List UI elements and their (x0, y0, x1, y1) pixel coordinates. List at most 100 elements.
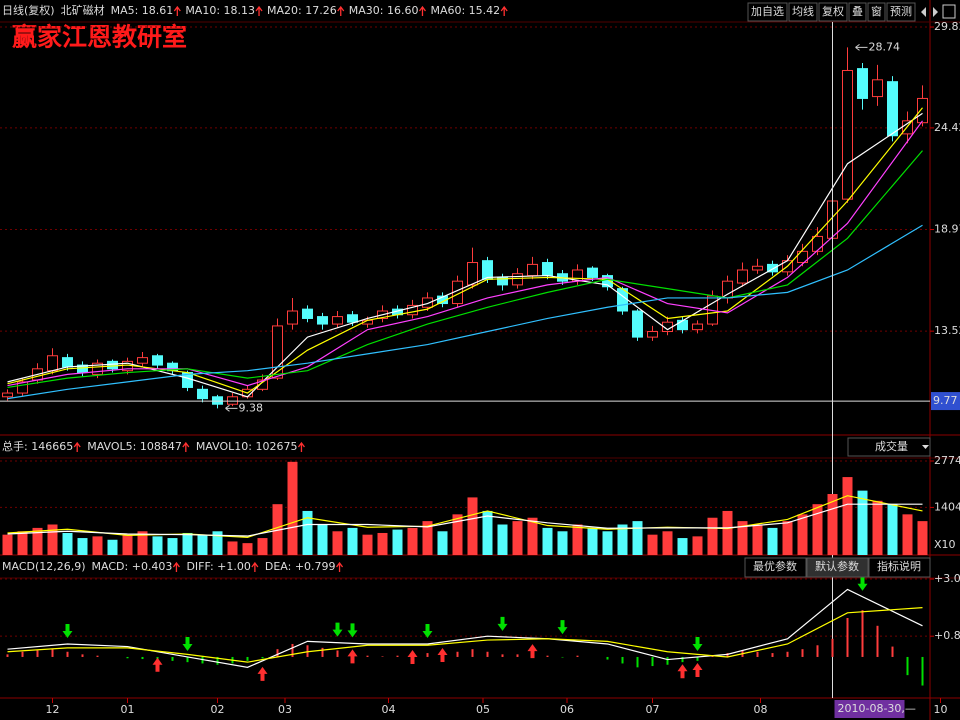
volume-bar (32, 527, 43, 555)
unit-label: X10 (934, 538, 956, 551)
y-tick-label: 18.97 (934, 223, 960, 236)
candle-body (797, 250, 808, 264)
volume-bar (377, 532, 388, 555)
sell-signal (332, 622, 343, 637)
volume-bar (437, 531, 448, 555)
dropdown-icon (922, 445, 929, 449)
sell-signal (557, 620, 568, 635)
volume-bar (872, 500, 883, 555)
ma-line (7, 150, 923, 389)
ma-line (7, 107, 923, 394)
x-tick-label: 02 (211, 703, 225, 716)
up-arrow (173, 5, 181, 16)
x-tick-label: 04 (382, 703, 396, 716)
toolbar-frame (818, 2, 848, 22)
toolbar-button[interactable]: 预测 (890, 5, 912, 18)
volume-bar (767, 527, 778, 555)
volume-bar (122, 534, 133, 555)
ma-line (7, 120, 923, 387)
candle-body (512, 273, 523, 286)
toolbar-button[interactable]: 窗 (871, 4, 882, 18)
up-arrow (336, 561, 344, 572)
indicator-button[interactable] (744, 557, 807, 578)
annotation-arrow (855, 43, 868, 51)
candle-body (587, 267, 598, 278)
ma-legend: MA5: 18.61 (111, 4, 174, 17)
sell-signal (62, 623, 73, 638)
volume-bar (722, 510, 733, 555)
volume-bar (812, 504, 823, 555)
candle-body (92, 362, 103, 375)
buy-signal (257, 666, 268, 681)
candle-body (602, 275, 613, 288)
candle-body (47, 355, 58, 372)
volume-bar (857, 490, 868, 555)
volume-bar (107, 539, 118, 555)
candle-body (152, 355, 163, 366)
indicator-button[interactable] (806, 557, 869, 578)
toolbar-button[interactable]: 复权 (822, 4, 844, 18)
volume-bar (392, 529, 403, 555)
volume-bar (47, 524, 58, 555)
candle-body (737, 269, 748, 284)
x-tick-label: 05 (476, 703, 490, 716)
volume-bar (227, 541, 238, 555)
date-box (834, 700, 905, 718)
indicator-button[interactable] (868, 557, 931, 578)
up-arrow (337, 5, 345, 16)
indicator-select[interactable] (847, 437, 931, 457)
volume-bar (542, 527, 553, 555)
candle-body (17, 381, 28, 394)
up-arrow (73, 441, 81, 452)
x-tick-label: 01 (121, 703, 135, 716)
x-tick-label: 03 (278, 703, 292, 716)
macd-title: MACD(12,26,9) (2, 560, 86, 573)
volume-bar (662, 531, 673, 555)
volume-bar (272, 504, 283, 555)
y-tick-label: 1404 (934, 500, 960, 513)
buy-signal (437, 648, 448, 663)
extreme-label: 28.74 (869, 40, 901, 53)
candle-body (542, 262, 553, 277)
candle-body (767, 263, 778, 273)
up-arrow (255, 5, 263, 16)
volume-bar (692, 536, 703, 555)
candle-body (407, 304, 418, 316)
y-tick-label: 24.42 (934, 121, 960, 134)
indicator-button-label: 最优参数 (753, 559, 797, 573)
toolbar-button[interactable]: 加自选 (751, 5, 784, 18)
candle-body (632, 310, 643, 338)
ma-legend: MA60: 15.42 (430, 4, 500, 17)
volume-bar (362, 534, 373, 555)
mavol-legend: MAVOL5: 108847 (87, 440, 182, 453)
candle-body (842, 69, 853, 200)
candle-body (287, 310, 298, 325)
candle-body (257, 379, 268, 390)
up-arrow (418, 5, 426, 16)
volume-bar (77, 538, 88, 555)
volume-bar (347, 527, 358, 555)
volume-total: 总手: 146665 (2, 439, 73, 453)
x-tick-label: 10 (934, 703, 948, 716)
ma-legend: MA30: 16.60 (349, 4, 419, 17)
crosshair-date: 2010-08-30,— (838, 702, 916, 715)
volume-bar (917, 521, 928, 555)
toolbar-button[interactable]: 叠 (852, 5, 863, 18)
macd-legend: MACD: +0.403 (92, 560, 173, 573)
candle-body (197, 388, 208, 400)
toolbar-button[interactable]: 均线 (792, 4, 814, 18)
volume-bar (797, 514, 808, 555)
buy-signal (407, 649, 418, 664)
macd-legend: DIFF: +1.00 (186, 560, 250, 573)
candle-body (137, 357, 148, 364)
volume-bar (317, 524, 328, 555)
volume-bar (572, 524, 583, 555)
x-tick-label: 08 (754, 703, 768, 716)
volume-bar (902, 514, 913, 555)
prev-next-icon[interactable] (921, 7, 938, 17)
candle-body (347, 314, 358, 323)
volume-bar (422, 521, 433, 555)
ma-legend: MA10: 18.13 (185, 4, 255, 17)
buy-signal (677, 664, 688, 679)
close-icon[interactable] (942, 4, 956, 19)
